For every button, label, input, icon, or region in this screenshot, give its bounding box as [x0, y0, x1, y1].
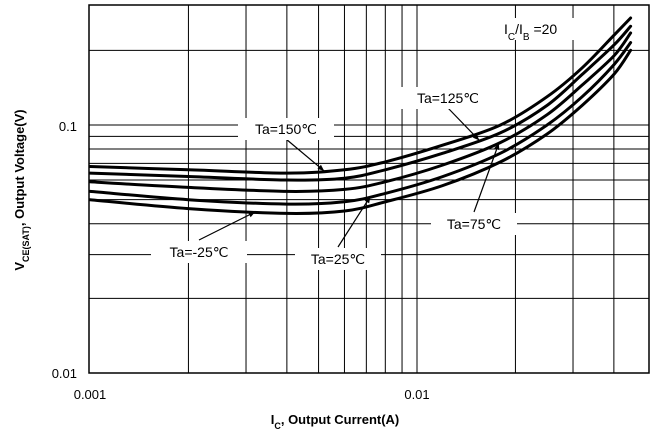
annotation-bg-1: [400, 87, 496, 109]
x-axis-title-rest: , Output Current(A): [281, 412, 399, 427]
series-line-3: [88, 41, 633, 206]
annotation-label-1: Ta=125℃: [417, 90, 479, 106]
annotation-label-0: Ta=150℃: [255, 121, 317, 137]
annotation-bg-3: [295, 248, 381, 270]
annotation-leader-2: [473, 142, 500, 213]
condition-rest: =20: [530, 21, 558, 37]
annotation-label-4: Ta=-25℃: [170, 244, 229, 260]
grid: [89, 5, 649, 373]
condition-sub1: C: [508, 32, 515, 43]
x-axis-title-sub: C: [274, 421, 281, 430]
condition-main1: I: [504, 21, 508, 37]
y-tick-label-1: 0.1: [59, 119, 77, 134]
x-tick-labels: 0.001 0.01: [74, 387, 430, 402]
annotation-leader-3: [337, 196, 371, 248]
x-tick-label-0: 0.001: [74, 387, 107, 402]
annotation-bg-2: [431, 213, 517, 235]
curves: [88, 16, 633, 215]
annotation-arrow-0: [317, 164, 325, 171]
series-line-1: [88, 24, 633, 182]
annotation-label-3: Ta=25℃: [311, 251, 365, 267]
annotation-bg-0: [238, 118, 334, 140]
annotation-leader-1: [447, 107, 480, 141]
annotation-arrow-2: [494, 143, 500, 151]
x-tick-label-1: 0.01: [404, 387, 429, 402]
condition-label-bg: [500, 18, 580, 40]
series-line-0: [88, 16, 633, 175]
condition-mid: /I: [515, 21, 523, 37]
series-line-4: [88, 48, 633, 215]
annotation-leader-0: [285, 138, 325, 172]
x-axis-title-main: I: [271, 412, 275, 427]
y-axis-title-rest: , Output Voltage(V): [12, 109, 27, 226]
annotation-leader-4: [198, 211, 256, 241]
annotation-bg-4: [151, 241, 247, 263]
annotation-arrow-3: [364, 196, 371, 204]
y-tick-labels: 0.01 0.1: [52, 119, 77, 381]
plot-frame: [88, 4, 650, 374]
condition-sub2: B: [523, 32, 530, 43]
annotation-label-2: Ta=75℃: [447, 216, 501, 232]
y-tick-label-0: 0.01: [52, 366, 77, 381]
annotation-arrow-4: [248, 211, 256, 218]
annotations: Ta=150℃ Ta=125℃ Ta=75℃ Ta=25℃ Ta=-25℃: [151, 87, 517, 270]
annotation-arrow-1: [472, 133, 480, 141]
x-axis-title: IC, Output Current(A): [271, 412, 400, 430]
series-line-2: [88, 31, 633, 193]
condition-label: IC/IB =20: [504, 21, 557, 43]
y-axis-title: VCE(SAT), Output Voltage(V): [12, 109, 31, 270]
y-axis-title-sub: CE(SAT): [21, 226, 31, 262]
y-axis-title-main: V: [12, 262, 27, 271]
